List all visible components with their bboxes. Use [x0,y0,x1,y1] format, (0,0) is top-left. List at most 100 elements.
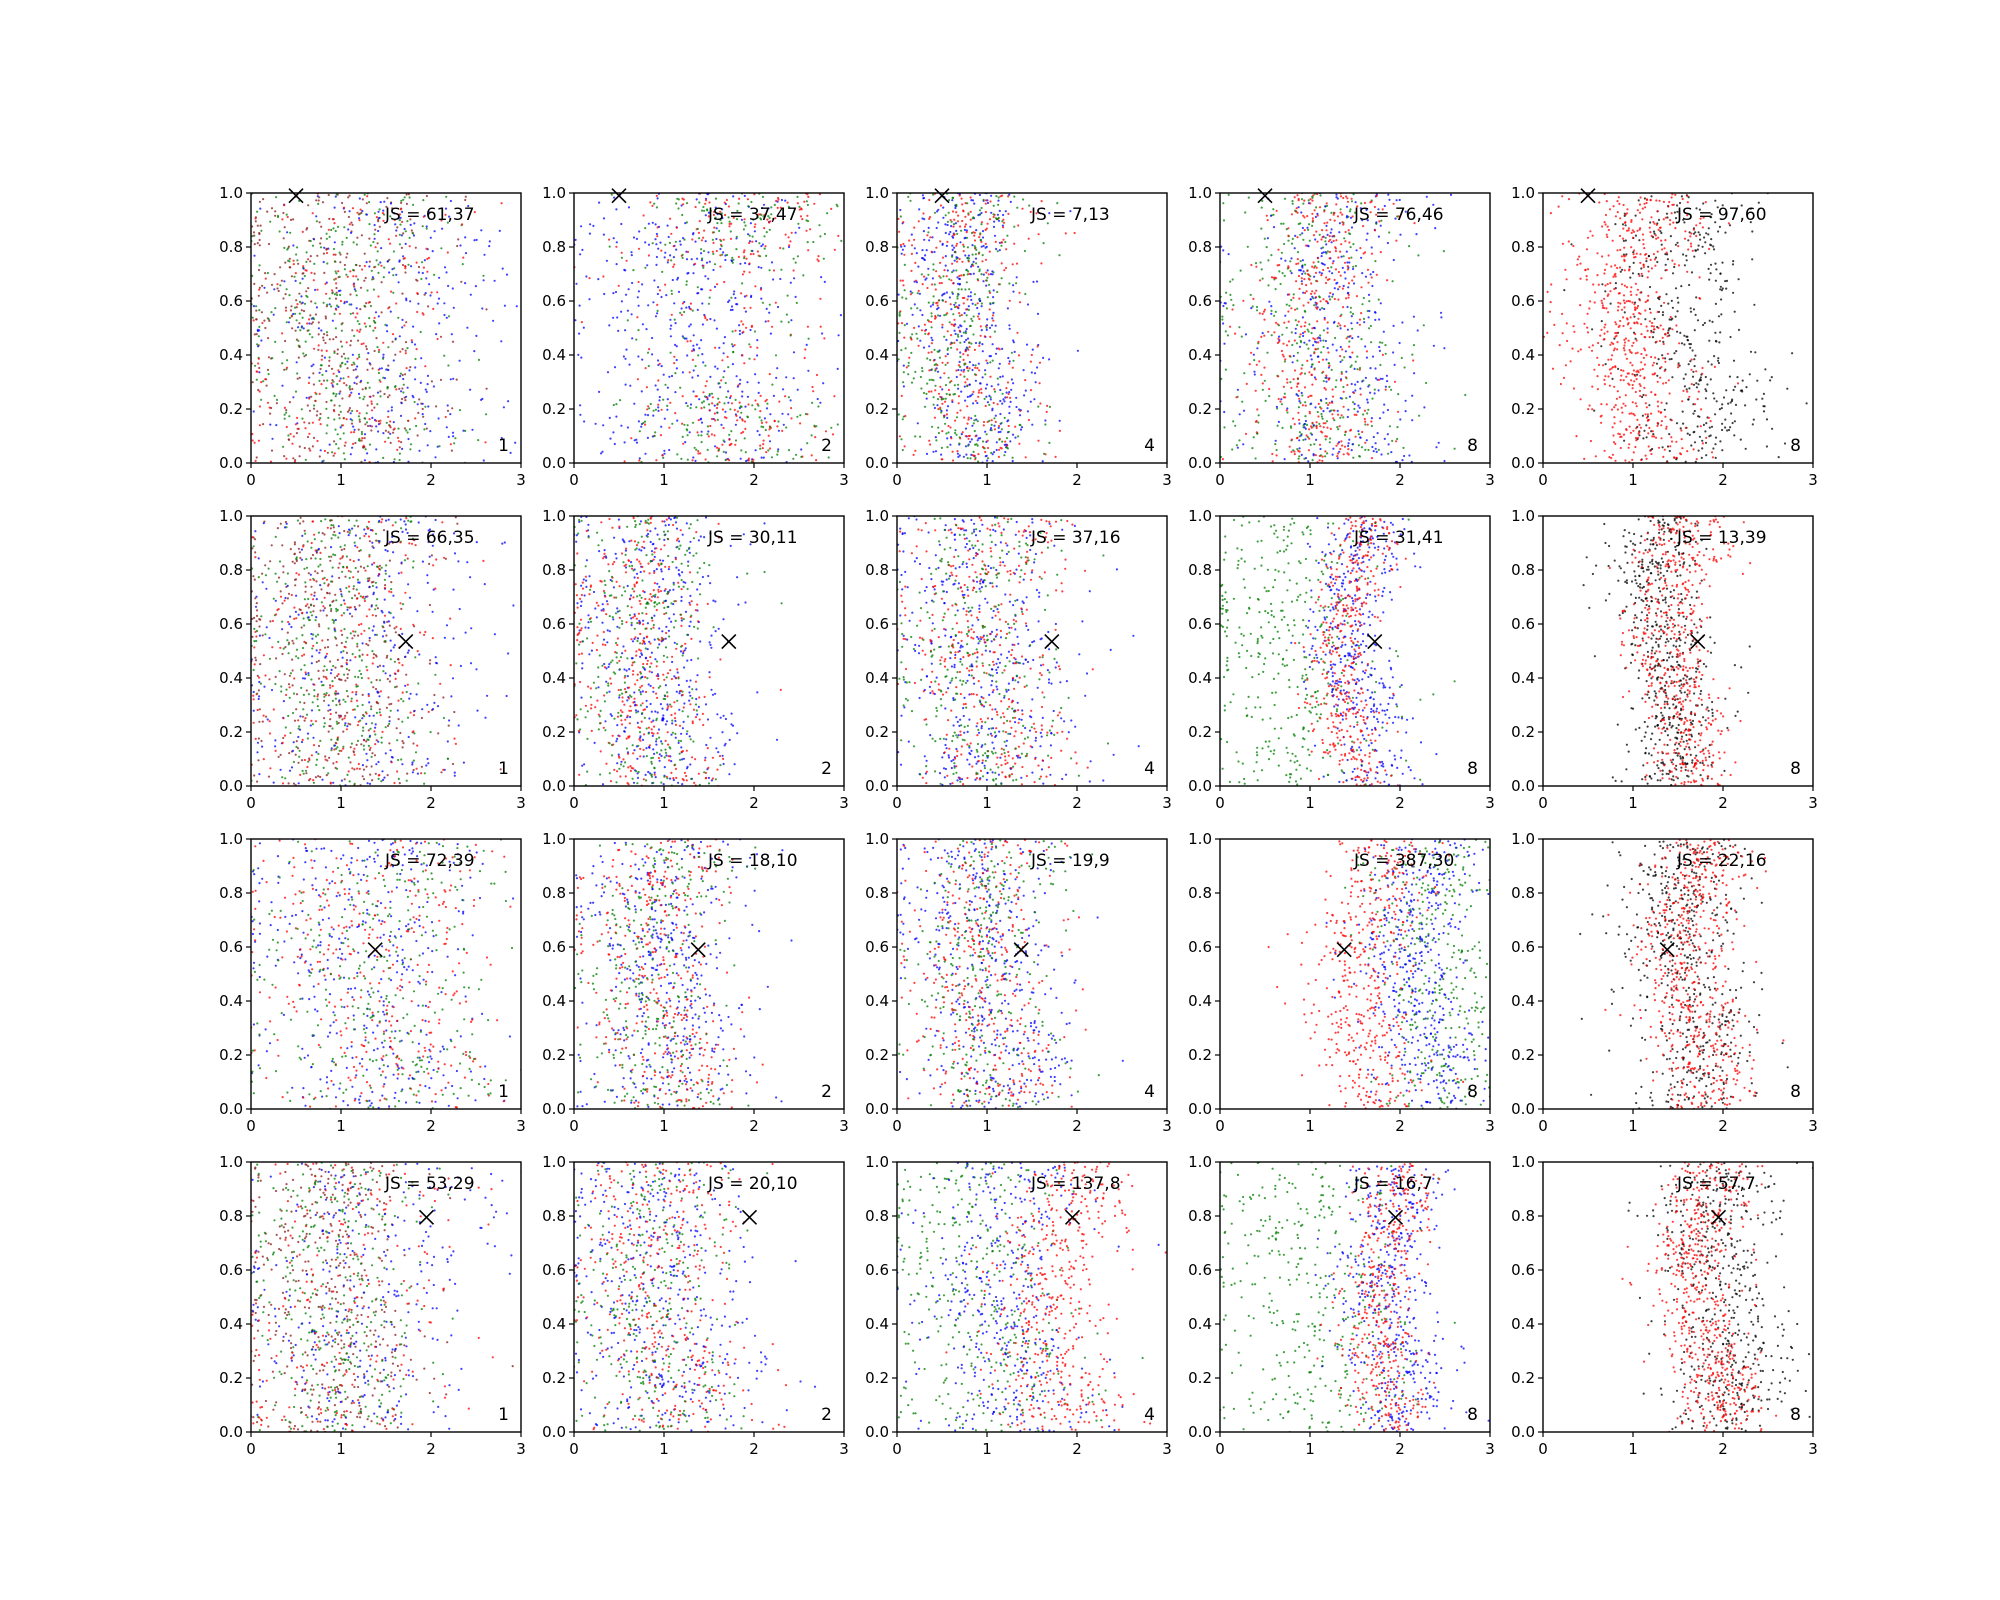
scatter-point [700,407,703,410]
scatter-point [724,451,728,454]
scatter-point [971,424,974,427]
scatter-point [967,270,970,273]
scatter-point [1319,425,1322,428]
scatter-point [1695,207,1698,210]
scatter-point [692,369,695,372]
scatter-point [750,294,753,297]
scatter-point [321,373,324,376]
scatter-point [1000,262,1003,265]
scatter-point [897,293,900,296]
scatter-point [285,411,288,414]
scatter-point [377,295,380,298]
scatter-point [698,220,701,223]
scatter-point [370,269,373,272]
scatter-point [994,352,998,355]
scatter-point [806,442,809,445]
scatter-point [1225,307,1228,310]
scatter-point [1333,419,1336,422]
scatter-point [963,312,966,315]
scatter-point [997,216,1000,219]
scatter-point [782,388,785,391]
scatter-point [952,236,955,239]
scatter-point [1717,361,1720,365]
scatter-point [292,259,295,262]
scatter-point [716,213,719,216]
scatter-point [405,395,408,398]
scatter-point [1320,274,1323,277]
scatter-point [748,234,751,237]
scatter-point [942,206,945,209]
scatter-point [373,266,376,269]
scatter-point [1343,433,1347,436]
scatter-point [813,202,816,205]
scatter-point [1634,214,1637,217]
scatter-point [1397,215,1400,218]
scatter-point [942,397,945,400]
scatter-point [1334,247,1337,250]
scatter-point [1353,413,1356,416]
scatter-point [1331,401,1334,404]
scatter-point [954,301,957,304]
scatter-point [664,251,667,254]
scatter-point [1336,455,1339,458]
scatter-point [1040,262,1043,265]
scatter-point [801,218,804,221]
scatter-point [1322,345,1325,348]
scatter-point [982,424,985,427]
scatter-point [772,269,776,272]
scatter-point [1281,272,1284,275]
scatter-point [1353,367,1356,370]
scatter-point [1351,351,1354,354]
scatter-point [697,452,700,455]
scatter-point [437,297,441,300]
scatter-point [350,391,353,394]
scatter-point [1563,289,1566,292]
scatter-point [997,203,1000,206]
scatter-point [389,242,392,245]
scatter-point [287,434,290,437]
scatter-point [309,314,312,317]
scatter-point [685,306,688,309]
scatter-point [931,236,934,239]
scatter-point [1260,373,1263,376]
scatter-point [1326,233,1329,236]
scatter-point [1700,456,1703,459]
scatter-point [406,386,409,389]
scatter-point [1361,303,1364,306]
scatter-point [1303,341,1306,344]
scatter-point [1349,306,1352,309]
scatter-point [981,254,984,257]
scatter-point [716,402,719,405]
scatter-point [326,424,329,427]
scatter-point [938,282,941,285]
scatter-point [954,332,957,335]
scatter-point [1311,224,1314,227]
scatter-point [963,340,966,344]
scatter-point [1299,401,1302,404]
scatter-point [922,212,925,215]
scatter-point [1298,431,1301,434]
scatter-point [320,237,323,240]
scatter-point [305,353,308,357]
scatter-point [338,251,341,254]
scatter-point [1009,200,1012,203]
scatter-point [580,225,583,228]
scatter-point [1600,345,1603,348]
scatter-point [980,273,983,276]
scatter-point [387,436,390,439]
scatter-point [658,395,661,399]
scatter-point [949,426,952,429]
scatter-point [1223,302,1226,305]
scatter-point [637,355,640,358]
scatter-point [609,437,612,440]
scatter-point [1693,358,1696,361]
scatter-point [698,237,701,240]
scatter-point [962,245,966,248]
scatter-point [400,234,403,237]
scatter-point [443,313,446,317]
scatter-point [482,459,485,462]
scatter-point [997,199,1000,202]
scatter-point [1319,398,1322,402]
scatter-point [1263,237,1266,240]
scatter-point [417,271,420,274]
